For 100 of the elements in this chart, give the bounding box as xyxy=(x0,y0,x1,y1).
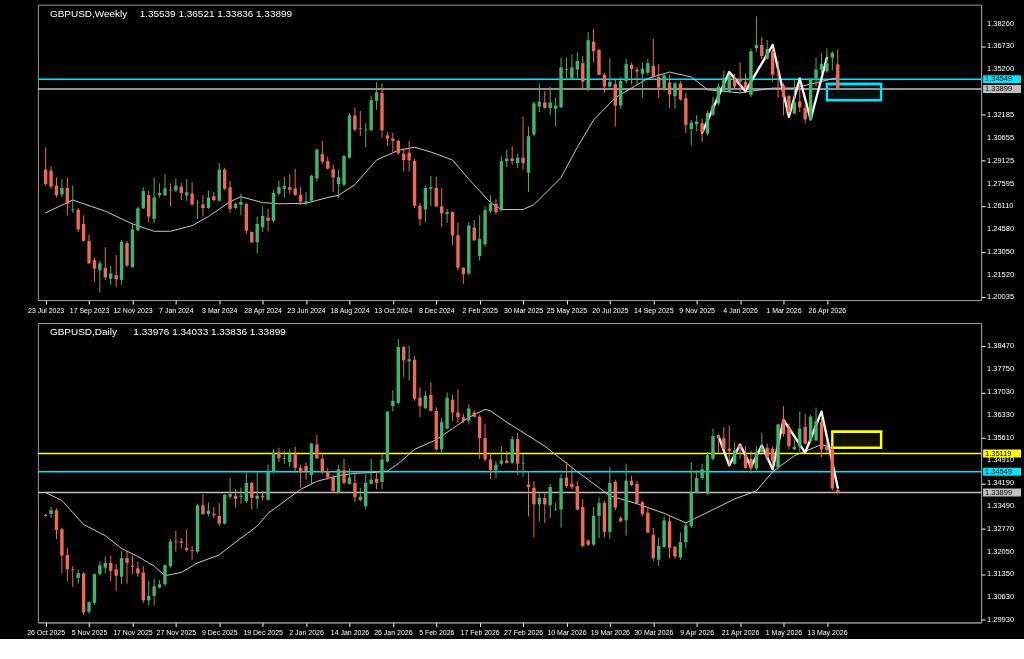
candlestick xyxy=(152,177,156,224)
candlestick xyxy=(201,493,205,516)
candlestick xyxy=(814,57,818,88)
candlestick xyxy=(819,52,824,76)
candlestick xyxy=(673,81,677,110)
candlestick xyxy=(190,545,194,561)
candlestick xyxy=(391,389,395,413)
candlestick xyxy=(494,460,498,479)
candlestick xyxy=(770,47,775,83)
chart-title: GBPUSD,Daily xyxy=(49,325,117,337)
candlestick xyxy=(342,458,346,486)
candlestick xyxy=(510,435,514,465)
candlestick xyxy=(521,116,525,171)
candlestick xyxy=(304,191,308,206)
candlestick xyxy=(277,180,281,196)
candlestick xyxy=(667,74,672,109)
candlestick xyxy=(109,265,113,286)
candlestick xyxy=(792,77,797,115)
candlestick xyxy=(445,208,449,224)
candlestick xyxy=(418,386,422,418)
candlestick xyxy=(304,461,308,481)
candlestick xyxy=(613,77,617,128)
candlestick xyxy=(239,487,243,505)
candlestick xyxy=(391,132,395,153)
candlestick xyxy=(49,165,53,190)
candlestick xyxy=(532,480,536,538)
candlestick xyxy=(423,185,428,223)
candlestick xyxy=(136,205,140,232)
candlestick xyxy=(722,70,726,93)
candlestick xyxy=(212,506,216,519)
candlestick xyxy=(803,103,807,124)
candlestick xyxy=(71,565,75,588)
candlestick xyxy=(320,140,325,165)
candlestick xyxy=(711,96,715,117)
candlestick xyxy=(266,208,270,232)
candlestick xyxy=(76,207,80,233)
candlestick xyxy=(288,173,292,195)
candlestick xyxy=(49,506,53,519)
candlestick xyxy=(217,502,221,527)
candlestick xyxy=(358,110,362,137)
candlestick xyxy=(635,480,639,505)
candlestick xyxy=(646,506,650,534)
candlestick xyxy=(564,461,569,489)
candlestick xyxy=(315,434,319,460)
candlestick xyxy=(228,477,232,500)
candlestick xyxy=(179,537,183,550)
candlestick xyxy=(581,55,585,91)
candlestick xyxy=(60,178,64,198)
candlestick xyxy=(738,62,742,93)
candlestick xyxy=(87,234,91,265)
candlestick xyxy=(510,145,514,166)
candlestick xyxy=(803,413,807,446)
candlestick xyxy=(92,257,97,283)
candlestick xyxy=(429,175,433,207)
candlestick xyxy=(380,453,384,490)
chart-title: GBPUSD,Weekly xyxy=(49,7,128,19)
candlestick xyxy=(700,117,704,143)
candlestick xyxy=(184,178,189,202)
candlestick xyxy=(711,428,715,462)
candlestick xyxy=(705,109,710,136)
candlestick xyxy=(407,344,411,382)
candlestick xyxy=(608,58,612,88)
candlestick xyxy=(163,173,167,197)
candlestick xyxy=(814,407,818,442)
candlestick xyxy=(521,453,525,478)
candlestick xyxy=(787,423,791,450)
candlestick xyxy=(119,550,124,585)
candlestick xyxy=(602,72,607,94)
chart-subtitle: 1.35539 1.36521 1.33836 1.33899 xyxy=(139,7,293,19)
line-series xyxy=(700,43,829,135)
candlestick xyxy=(147,189,151,223)
candlestick xyxy=(353,106,357,132)
candlestick xyxy=(152,578,156,606)
candlestick xyxy=(597,496,601,539)
candlestick xyxy=(353,471,357,503)
candlestick xyxy=(190,181,194,207)
candlestick xyxy=(282,176,287,199)
candlestick xyxy=(570,466,574,490)
candlestick xyxy=(548,86,552,116)
candlestick xyxy=(336,464,341,494)
candlestick xyxy=(239,193,243,216)
candlestick xyxy=(130,555,135,575)
chart-subtitle: 1.33976 1.34033 1.33836 1.33899 xyxy=(133,325,287,337)
candlestick xyxy=(467,404,471,425)
candlestick xyxy=(407,140,411,172)
candlestick xyxy=(537,82,542,113)
candlestick xyxy=(776,60,780,99)
candlestick xyxy=(136,561,140,578)
candlestick xyxy=(429,381,433,413)
candlestick xyxy=(201,194,205,218)
candlestick xyxy=(684,522,688,550)
line-series xyxy=(717,410,839,489)
candlestick xyxy=(114,563,118,592)
candlestick xyxy=(738,444,742,460)
candlestick xyxy=(825,47,829,74)
candlestick xyxy=(418,202,422,227)
candlestick xyxy=(575,51,580,79)
candlestick xyxy=(125,240,129,268)
candlestick xyxy=(564,57,569,81)
candlestick xyxy=(624,58,628,84)
